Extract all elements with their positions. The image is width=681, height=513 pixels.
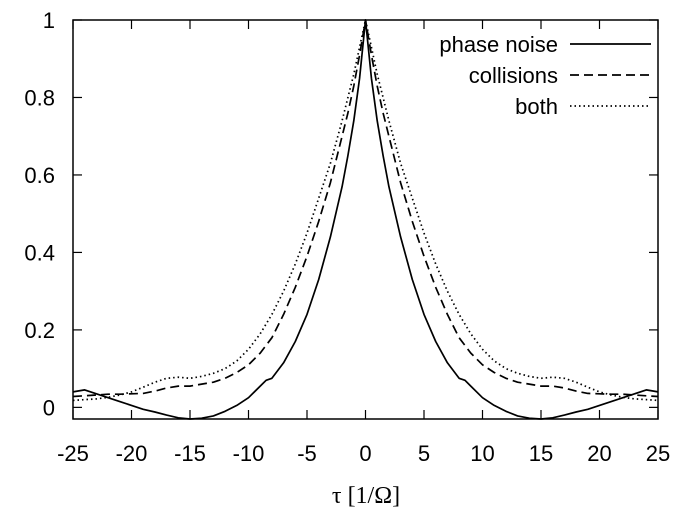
y-tick-label: 1 (43, 8, 55, 33)
series-lines (72, 19, 659, 420)
x-tick-label: -10 (233, 441, 265, 466)
x-tick-label: 5 (418, 441, 430, 466)
series-line-phase-noise (72, 19, 659, 420)
legend-label: collisions (469, 63, 558, 88)
plot-frame (72, 19, 659, 420)
x-tick-label: -15 (174, 441, 206, 466)
x-tick-label: -5 (297, 441, 317, 466)
x-tick-label: 10 (470, 441, 494, 466)
x-tick-label: 0 (359, 441, 371, 466)
y-tick-label: 0.6 (24, 163, 55, 188)
y-tick-label: 0.2 (24, 318, 55, 343)
series-line-collisions (72, 19, 659, 398)
legend-label: both (515, 94, 558, 119)
y-tick-label: 0.4 (24, 240, 55, 265)
legend-label: phase noise (439, 32, 558, 57)
y-tick-label: 0 (43, 395, 55, 420)
x-tick-label: 25 (646, 441, 670, 466)
x-tick-label: -20 (116, 441, 148, 466)
x-tick-labels: -25 -20 -15 -10 -5 0 5 10 15 20 25 (57, 441, 670, 466)
y-tick-label: 0.8 (24, 85, 55, 110)
x-tick-label: -25 (57, 441, 89, 466)
legend: phase noise collisions both (439, 32, 651, 119)
x-tick-label: 20 (587, 441, 611, 466)
axis-ticks (72, 19, 659, 419)
x-axis-title: τ [1/Ω] (332, 483, 400, 509)
y-tick-labels: 0 0.2 0.4 0.6 0.8 1 (24, 8, 55, 420)
x-tick-label: 15 (529, 441, 553, 466)
series-line-both (72, 19, 659, 402)
